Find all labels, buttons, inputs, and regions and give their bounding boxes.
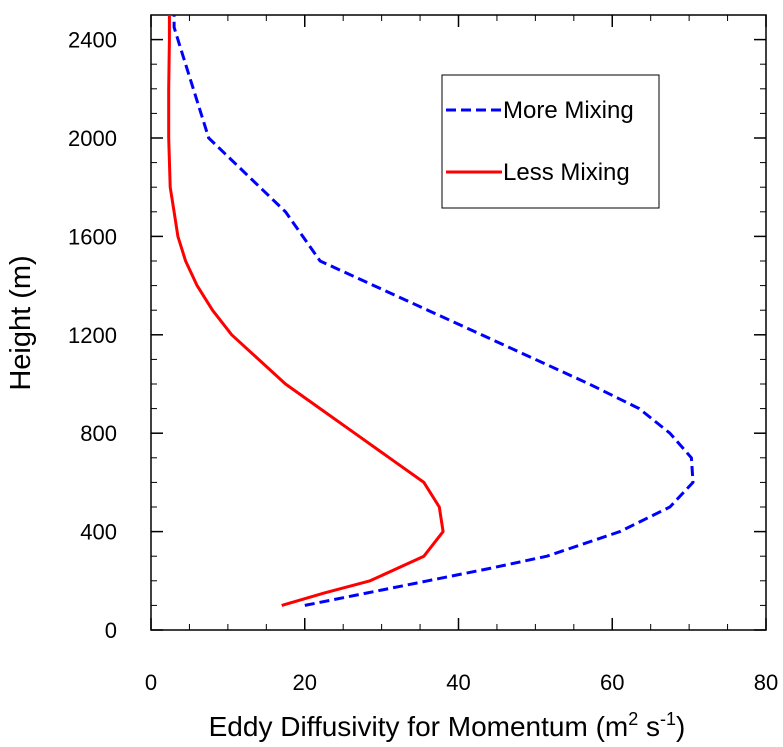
y-tick-label: 0 [105,618,117,643]
axis-ticks [150,14,767,631]
series-lines [167,15,695,607]
y-tick-label: 2000 [68,126,117,151]
y-tick-label: 1200 [68,323,117,348]
x-tick-label: 20 [293,670,317,695]
x-tick-label: 80 [754,670,778,695]
legend-box [441,74,660,209]
x-tick-label: 0 [145,670,157,695]
y-axis-label: Height (m) [5,255,37,390]
y-tick-label: 400 [80,520,117,545]
y-tick-label: 800 [80,421,117,446]
legend: More Mixing Less Mixing [441,74,660,209]
legend-label-less-mixing: Less Mixing [503,159,630,186]
series-line-more-mixing [172,15,695,607]
y-tick-label: 2400 [68,28,117,53]
y-tick-label: 1600 [68,224,117,249]
x-tick-label: 40 [446,670,470,695]
legend-label-more-mixing: More Mixing [503,97,634,124]
series-line-less-mixing [167,15,445,607]
x-axis-label: Eddy Diffusivity for Momentum (m2 s-1) [209,709,686,742]
x-tick-label: 60 [600,670,624,695]
